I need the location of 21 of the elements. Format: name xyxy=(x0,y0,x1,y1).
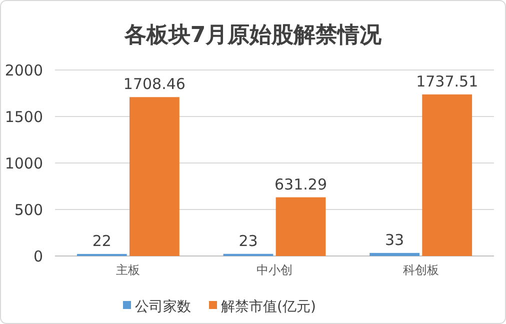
data-label: 22 xyxy=(92,232,112,250)
legend-label: 公司家数 xyxy=(135,298,191,315)
legend-label: 解禁市值(亿元) xyxy=(221,298,316,315)
data-label: 1737.51 xyxy=(416,72,478,90)
data-label: 631.29 xyxy=(274,175,328,194)
y-tick-label: 0 xyxy=(33,247,43,266)
bar xyxy=(129,97,180,256)
y-tick-label: 1500 xyxy=(4,108,43,126)
y-tick-label: 1000 xyxy=(4,154,43,172)
bar xyxy=(422,94,472,256)
x-tick-label: 中小创 xyxy=(256,263,292,277)
chart-title: 各板块7月原始股解禁情况 xyxy=(123,23,383,48)
bar xyxy=(276,197,326,256)
x-tick-label: 主板 xyxy=(116,263,140,277)
x-tick-label: 科创板 xyxy=(402,263,439,277)
data-label: 23 xyxy=(238,232,258,250)
data-label: 1708.46 xyxy=(123,75,186,94)
y-tick-label: 500 xyxy=(14,200,43,219)
y-tick-label: 2000 xyxy=(4,61,43,80)
data-label: 33 xyxy=(385,230,404,249)
bar xyxy=(370,252,420,256)
